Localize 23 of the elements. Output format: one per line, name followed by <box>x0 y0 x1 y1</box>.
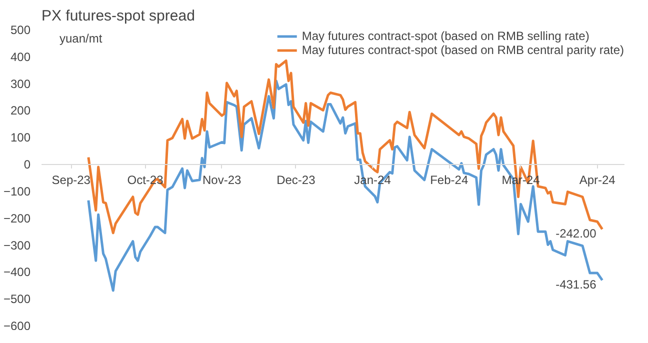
y-axis-title: yuan/mt <box>60 32 103 46</box>
chart-title: PX futures-spot spread <box>42 8 195 24</box>
y-tick-label: −100 <box>3 184 31 198</box>
legend-label: May futures contract-spot (based on RMB central parity rate) <box>302 43 624 57</box>
y-tick-label: 400 <box>10 50 31 64</box>
y-tick-label: 100 <box>10 130 31 145</box>
y-tick-label: −600 <box>3 319 31 333</box>
annotation: -431.56 <box>556 278 597 292</box>
x-tick-label: Nov-23 <box>202 173 242 188</box>
y-tick-label: −300 <box>3 238 31 252</box>
y-tick-label: −500 <box>3 292 31 306</box>
legend-label: May futures contract-spot (based on RMB selling rate) <box>302 29 590 43</box>
y-tick-label: 200 <box>10 104 31 118</box>
y-tick-label: −400 <box>3 265 31 280</box>
y-tick-label: 0 <box>24 158 31 172</box>
annotation: -242.00 <box>556 226 597 241</box>
y-tick-label: −200 <box>3 211 31 226</box>
y-tick-label: 500 <box>10 23 31 37</box>
x-tick-label: Sep-23 <box>52 173 91 188</box>
x-tick-label: Apr-24 <box>579 173 616 188</box>
y-tick-label: 300 <box>10 76 31 91</box>
x-tick-label: Dec-23 <box>276 173 316 188</box>
x-tick-label: Feb-24 <box>430 173 468 188</box>
